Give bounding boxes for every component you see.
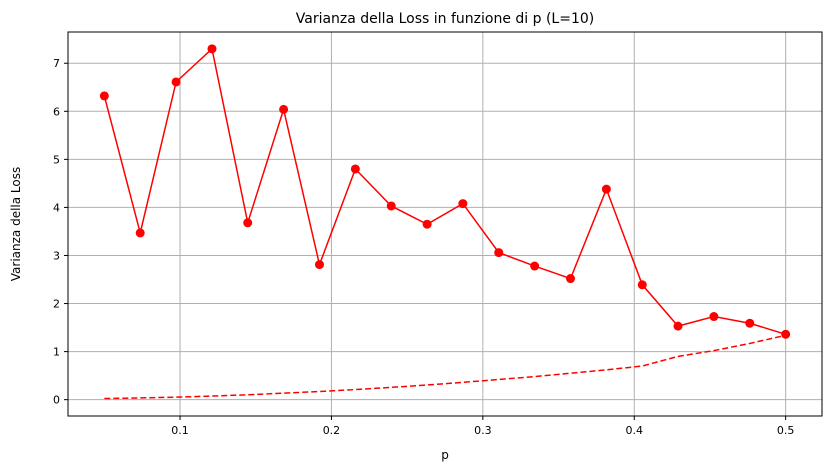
x-tick-label: 0.3 <box>474 424 492 437</box>
plot-frame <box>67 31 823 417</box>
data-point <box>422 219 432 229</box>
data-point <box>601 184 611 194</box>
x-axis: 0.1 0.2 0.3 0.4 0.5 <box>171 416 794 437</box>
data-point <box>637 280 647 290</box>
data-point <box>207 44 217 54</box>
y-tick-label: 1 <box>53 346 60 359</box>
data-point <box>171 77 181 87</box>
data-point <box>458 199 468 209</box>
data-point <box>745 318 755 328</box>
dashed-series-line <box>104 334 786 400</box>
y-tick-label: 5 <box>53 153 60 166</box>
y-axis: 0 1 2 3 4 5 6 7 <box>53 57 68 407</box>
y-axis-label: Varianza della Loss <box>9 167 23 281</box>
x-axis-label: p <box>441 448 449 462</box>
y-tick-label: 4 <box>53 201 60 214</box>
marker-series-line <box>103 47 786 336</box>
data-point <box>279 104 289 114</box>
data-point <box>709 312 719 322</box>
data-point <box>530 261 540 271</box>
x-tick-label: 0.5 <box>777 424 795 437</box>
data-point <box>781 329 791 339</box>
y-tick-label: 6 <box>53 105 60 118</box>
y-tick-label: 2 <box>53 298 60 311</box>
data-point <box>494 248 504 258</box>
data-point <box>99 91 109 101</box>
x-tick-label: 0.4 <box>626 424 644 437</box>
data-point <box>386 201 396 211</box>
data-point <box>135 228 145 238</box>
data-point <box>673 321 683 331</box>
x-tick-label: 0.1 <box>171 424 189 437</box>
data-point <box>350 164 360 174</box>
data-point <box>314 260 324 270</box>
series-layer <box>99 44 791 400</box>
y-tick-label: 3 <box>53 249 60 262</box>
data-point <box>243 218 253 228</box>
data-point <box>566 274 576 284</box>
y-tick-label: 7 <box>53 57 60 70</box>
grid <box>68 32 822 416</box>
chart-title: Varianza della Loss in funzione di p (L=… <box>296 11 594 27</box>
x-tick-label: 0.2 <box>323 424 341 437</box>
y-tick-label: 0 <box>53 394 60 407</box>
